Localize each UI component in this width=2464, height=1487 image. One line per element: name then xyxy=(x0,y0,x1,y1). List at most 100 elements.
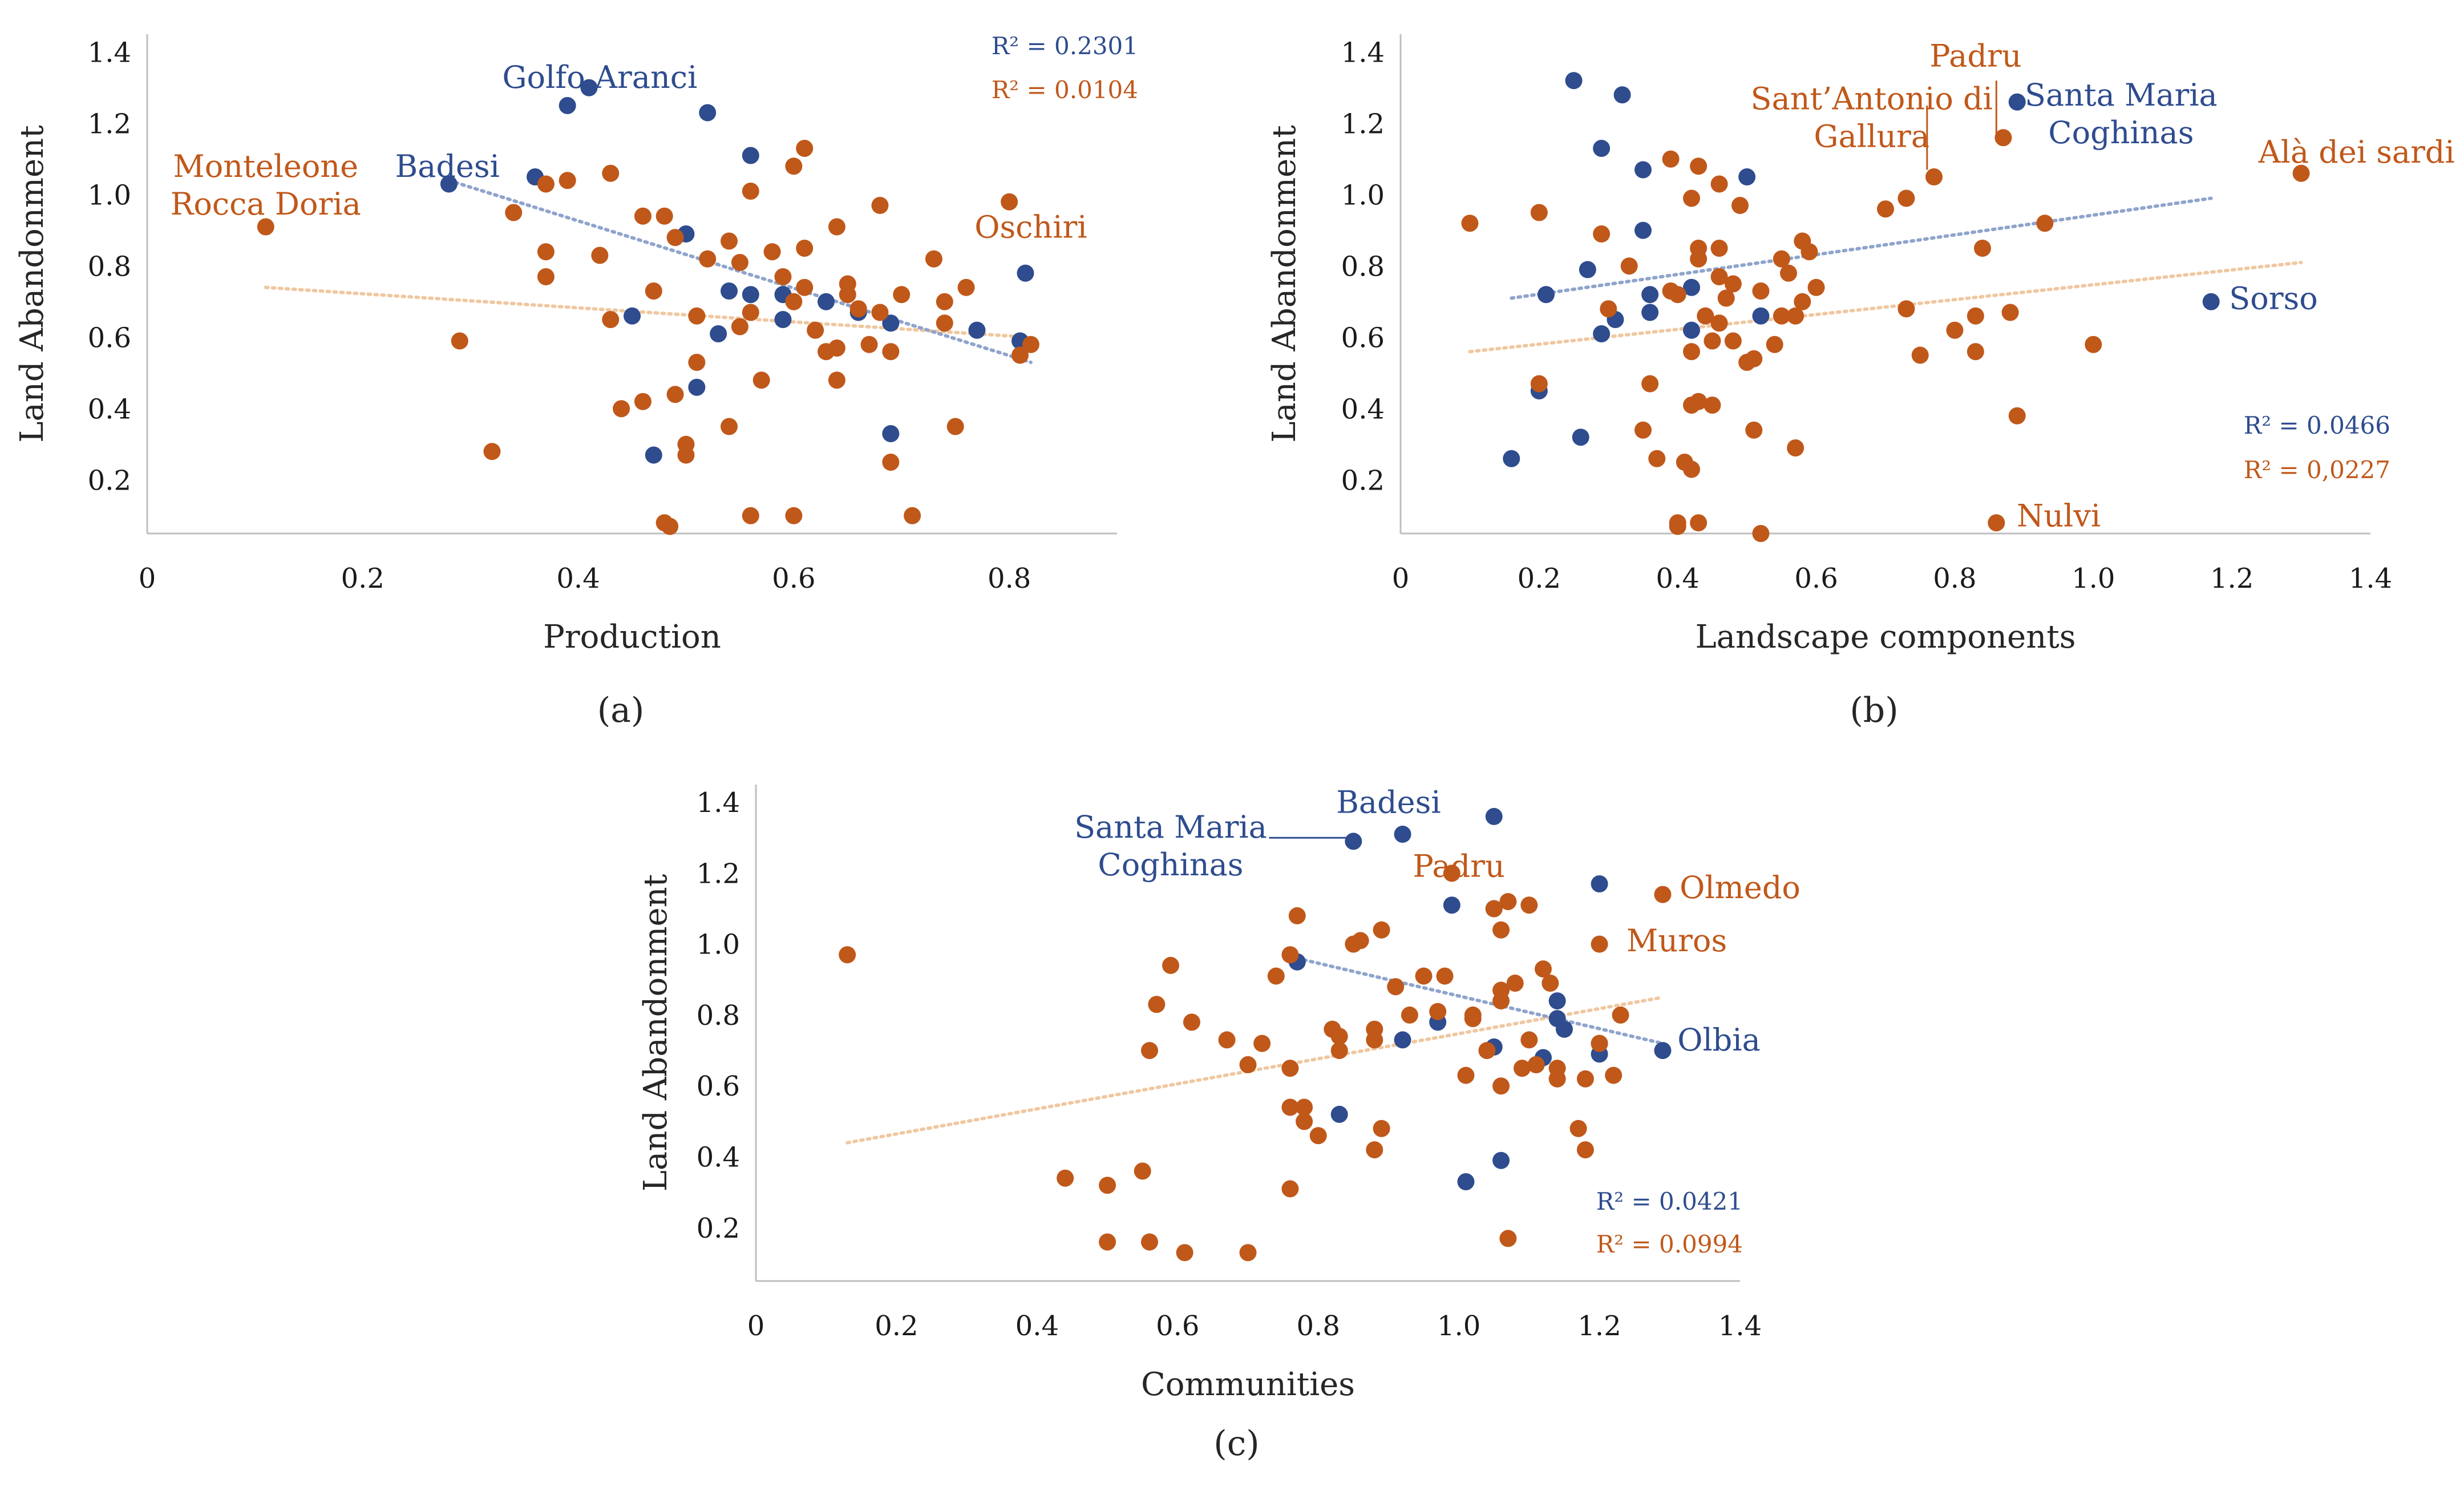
point-annotation-label: Nulvi xyxy=(2017,498,2101,534)
x-tick-label: 0.6 xyxy=(1794,563,1838,595)
data-point-orange xyxy=(1752,525,1770,542)
data-point-orange xyxy=(1288,907,1306,924)
point-annotation-label: Sorso xyxy=(2229,280,2318,316)
data-point-orange xyxy=(1690,393,1708,410)
data-point-orange xyxy=(1697,307,1714,325)
trendline-blue xyxy=(1510,196,2213,300)
data-point-orange xyxy=(785,157,803,175)
data-point-orange xyxy=(1373,1120,1390,1137)
data-point-orange xyxy=(1690,157,1708,175)
data-point-orange xyxy=(882,343,900,361)
panel-label: (b) xyxy=(1850,690,1898,730)
data-point-orange xyxy=(1253,1035,1271,1052)
y-tick-label: 0.6 xyxy=(88,322,131,354)
data-point-orange xyxy=(634,207,652,225)
x-tick-label: 0.6 xyxy=(772,563,815,595)
data-point-orange xyxy=(2292,164,2310,182)
data-point-orange xyxy=(1988,514,2005,532)
data-point-orange xyxy=(1443,864,1460,882)
point-annotation-label: Oschiri xyxy=(974,209,1087,245)
data-point-orange xyxy=(1994,129,2012,147)
data-point-orange xyxy=(1514,1060,1531,1077)
data-point-orange xyxy=(742,304,759,321)
data-point-orange xyxy=(1281,946,1299,964)
data-point-orange xyxy=(946,418,964,435)
trendline-blue xyxy=(1295,956,1665,1045)
data-point-orange xyxy=(1176,1244,1193,1262)
x-tick-label: 1.4 xyxy=(1718,1310,1762,1342)
point-annotation-label: Santa Maria xyxy=(2025,77,2218,113)
data-point-orange xyxy=(1752,282,1770,300)
data-point-orange xyxy=(537,268,555,285)
data-point-orange xyxy=(591,247,609,264)
data-point-orange xyxy=(893,286,911,304)
data-point-orange xyxy=(1520,1031,1538,1049)
x-tick-label: 0 xyxy=(139,563,156,595)
data-point-orange xyxy=(1492,921,1510,939)
data-point-orange xyxy=(1967,307,1984,325)
point-annotation-label: Padru xyxy=(1929,38,2021,74)
data-point-orange xyxy=(1724,275,1742,293)
point-annotation-label: Muros xyxy=(1627,923,1727,959)
point-annotation-label: Badesi xyxy=(1336,785,1441,821)
panel-label: (a) xyxy=(597,690,645,730)
y-tick-label: 1.2 xyxy=(697,858,740,890)
data-point-blue xyxy=(1330,1105,1348,1123)
data-point-orange xyxy=(721,232,738,250)
data-point-blue xyxy=(882,314,900,332)
data-point-orange xyxy=(1429,1003,1447,1020)
data-point-orange xyxy=(1520,896,1538,914)
point-annotation-label: Gallura xyxy=(1814,118,1929,154)
data-point-orange xyxy=(1745,350,1763,367)
data-point-orange xyxy=(688,354,706,371)
data-point-orange xyxy=(1591,935,1608,953)
data-point-orange xyxy=(699,250,717,268)
data-point-orange xyxy=(1690,240,1708,257)
y-tick-label: 0.4 xyxy=(697,1142,740,1174)
data-point-orange xyxy=(1710,240,1728,257)
y-tick-label: 1.0 xyxy=(1341,179,1385,211)
data-point-orange xyxy=(1267,967,1285,985)
x-tick-label: 0.2 xyxy=(875,1310,918,1342)
data-point-orange xyxy=(1569,1120,1587,1137)
data-point-orange xyxy=(828,340,845,357)
data-point-orange xyxy=(1492,992,1510,1010)
data-point-blue xyxy=(1345,833,1362,850)
data-point-orange xyxy=(1745,421,1763,439)
data-point-orange xyxy=(1485,900,1503,918)
data-point-blue xyxy=(742,286,759,304)
trendline-orange xyxy=(264,285,1033,340)
data-point-orange xyxy=(1974,240,1991,257)
data-point-orange xyxy=(1541,975,1559,992)
data-point-blue xyxy=(1555,1020,1573,1038)
data-point-orange xyxy=(1704,332,1721,350)
data-point-orange xyxy=(796,140,814,157)
data-point-blue xyxy=(1683,321,1700,339)
data-point-orange xyxy=(1352,932,1369,949)
chart-panel-1: 0.2 0.4 0.6 0.8 1.0 1.2 1.4 0 0.2 0.4 0.6 0.8 Produc… xyxy=(14,32,1138,730)
x-tick-label: 1.2 xyxy=(1577,1310,1621,1342)
data-point-orange xyxy=(1600,300,1617,318)
data-point-blue xyxy=(1593,325,1611,342)
data-point-blue xyxy=(1634,221,1652,239)
data-point-orange xyxy=(1492,1077,1510,1095)
data-point-orange xyxy=(1457,1066,1475,1084)
data-point-blue xyxy=(968,321,986,339)
data-point-orange xyxy=(1648,450,1666,467)
y-tick-label: 1.4 xyxy=(88,37,131,68)
data-point-orange xyxy=(871,197,889,214)
data-point-orange xyxy=(785,293,803,310)
data-point-orange xyxy=(1605,1066,1623,1084)
data-point-orange xyxy=(537,243,555,261)
data-point-orange xyxy=(1022,336,1039,353)
data-point-orange xyxy=(1787,307,1804,325)
point-annotation-label: Padru xyxy=(1413,848,1505,884)
data-point-orange xyxy=(1218,1031,1236,1049)
data-point-blue xyxy=(882,425,900,442)
data-point-orange xyxy=(1530,375,1548,393)
point-annotation-label: Badesi xyxy=(395,148,499,184)
data-point-blue xyxy=(1492,1151,1510,1169)
data-point-orange xyxy=(839,286,856,304)
data-point-orange xyxy=(742,507,759,524)
data-point-orange xyxy=(1527,1056,1545,1073)
